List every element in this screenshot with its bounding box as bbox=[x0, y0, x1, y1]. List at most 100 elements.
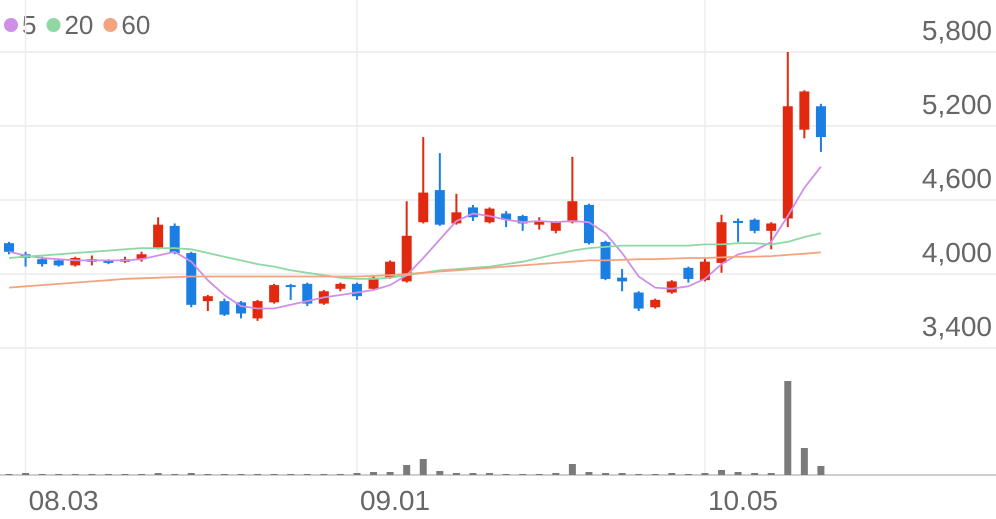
candle-body bbox=[716, 222, 727, 263]
candle-body bbox=[252, 301, 263, 319]
candle-body bbox=[501, 213, 512, 220]
volume-bar bbox=[618, 473, 626, 475]
volume-bar bbox=[452, 473, 460, 475]
candle-body bbox=[368, 277, 379, 289]
volume-bar bbox=[187, 473, 195, 475]
volume-bar bbox=[121, 474, 129, 475]
candle-body bbox=[633, 292, 644, 309]
volume-bar bbox=[287, 474, 295, 475]
candle-body bbox=[567, 201, 578, 223]
volume-bar bbox=[519, 474, 527, 475]
candle-body bbox=[269, 285, 280, 303]
volume-bar bbox=[403, 465, 411, 475]
candle-body bbox=[418, 192, 429, 223]
candle-body bbox=[534, 220, 545, 225]
candle-body bbox=[219, 301, 230, 315]
candle-body bbox=[583, 204, 594, 244]
candle-body bbox=[169, 225, 180, 254]
legend-marker bbox=[103, 18, 118, 32]
volume-bar bbox=[535, 474, 543, 475]
volume-bar bbox=[635, 474, 643, 475]
ma-line bbox=[8, 166, 822, 310]
candle-body bbox=[136, 254, 147, 260]
volume-bar bbox=[734, 472, 742, 475]
ma-line bbox=[8, 232, 822, 280]
volume-bar bbox=[751, 473, 759, 475]
candle-body bbox=[699, 261, 710, 281]
volume-bar bbox=[502, 474, 510, 475]
volume-bar bbox=[55, 474, 63, 475]
volume-bar bbox=[154, 473, 162, 475]
x-tick-label: 09.01 bbox=[360, 485, 430, 516]
candle-body bbox=[749, 219, 760, 231]
volume-bar bbox=[386, 472, 394, 475]
x-tick-label: 08.03 bbox=[29, 485, 99, 516]
candle-body bbox=[550, 222, 561, 231]
volume-bar bbox=[817, 466, 825, 475]
volume-bar bbox=[237, 474, 245, 475]
candle-body bbox=[37, 259, 48, 265]
volume-bar bbox=[22, 473, 30, 475]
volume-bar bbox=[419, 459, 427, 475]
volume-bar bbox=[370, 472, 378, 475]
candle-body bbox=[733, 220, 744, 223]
volume-bar bbox=[767, 473, 775, 475]
volume-bar bbox=[254, 474, 262, 475]
volume-bar bbox=[568, 464, 576, 475]
volume-bar bbox=[204, 474, 212, 475]
volume-bar bbox=[5, 474, 13, 475]
y-tick-label: 5,800 bbox=[922, 15, 992, 46]
volume-bar bbox=[552, 473, 560, 475]
candle-body bbox=[285, 285, 296, 288]
volume-bar bbox=[701, 473, 709, 475]
candle-body bbox=[70, 257, 81, 266]
y-tick-label: 4,600 bbox=[922, 163, 992, 194]
volume-bar bbox=[469, 473, 477, 475]
volume-bar bbox=[436, 471, 444, 475]
candle-body bbox=[815, 106, 826, 138]
volume-bar bbox=[220, 474, 228, 475]
candle-body bbox=[799, 91, 810, 130]
candle-body bbox=[467, 207, 478, 218]
volume-bar bbox=[668, 473, 676, 475]
y-tick-label: 4,000 bbox=[922, 237, 992, 268]
candle-body bbox=[666, 281, 677, 293]
volume-bar bbox=[800, 448, 808, 475]
candle-body bbox=[683, 267, 694, 279]
volume-bar bbox=[353, 473, 361, 475]
volume-bar bbox=[684, 474, 692, 475]
candle-body bbox=[434, 190, 445, 225]
volume-bar bbox=[784, 381, 792, 475]
legend-marker bbox=[4, 18, 18, 32]
x-tick-label: 10.05 bbox=[708, 485, 778, 516]
legend-label: 5 bbox=[22, 10, 36, 40]
candle-body bbox=[103, 260, 114, 263]
candle-body bbox=[782, 106, 793, 219]
candle-body bbox=[451, 212, 462, 224]
volume-bar bbox=[585, 472, 593, 475]
candle-body bbox=[53, 260, 64, 266]
legend-marker bbox=[46, 18, 61, 32]
volume-bar bbox=[320, 474, 328, 475]
volume-bar bbox=[486, 473, 494, 475]
volume-bar bbox=[171, 474, 179, 475]
y-tick-label: 3,400 bbox=[922, 311, 992, 342]
volume-bar bbox=[718, 470, 726, 475]
candle-body bbox=[766, 223, 777, 231]
volume-bar bbox=[104, 474, 112, 475]
legend-label: 60 bbox=[121, 10, 150, 40]
volume-bar bbox=[138, 474, 146, 475]
candle-body bbox=[517, 216, 528, 224]
candle-body bbox=[186, 253, 197, 305]
legend-label: 20 bbox=[64, 10, 93, 40]
volume-bar bbox=[651, 474, 659, 475]
candle-body bbox=[351, 283, 362, 297]
y-tick-label: 5,200 bbox=[922, 89, 992, 120]
candle-body bbox=[401, 235, 412, 282]
volume-bar bbox=[270, 474, 278, 475]
candle-body bbox=[235, 302, 246, 314]
candle-body bbox=[4, 243, 14, 252]
volume-bar bbox=[602, 473, 610, 475]
candle-body bbox=[302, 283, 313, 304]
